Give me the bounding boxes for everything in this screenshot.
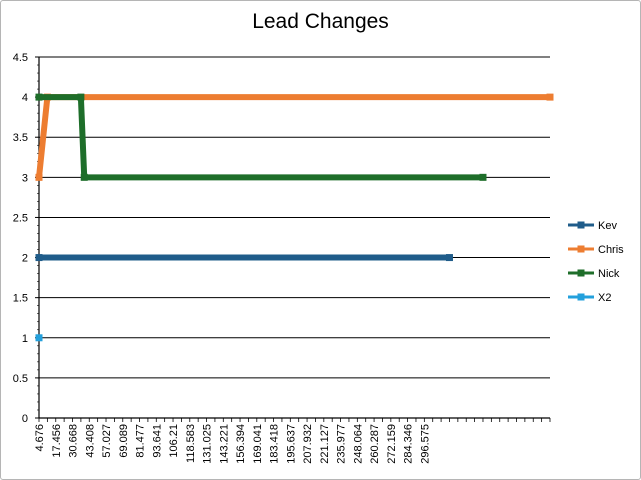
y-tick-label: 1 xyxy=(22,333,28,345)
x-tick-label: 248.064 xyxy=(352,424,364,464)
data-point-chris xyxy=(35,173,43,181)
legend: Kev Chris Nick X2 xyxy=(568,220,624,304)
y-tick-label: 3.5 xyxy=(13,132,28,144)
legend-marker-kev xyxy=(577,221,585,229)
x-tick-label: 4.676 xyxy=(34,424,46,452)
series-line-nick xyxy=(39,94,483,181)
x-tick-label: 296.575 xyxy=(419,424,431,464)
x-tick-label: 131.025 xyxy=(202,424,214,464)
x-tick-label: 272.159 xyxy=(386,424,398,464)
legend-label-chris: Chris xyxy=(598,244,624,256)
legend-label-kev: Kev xyxy=(598,220,617,232)
x-tick-label: 106.21 xyxy=(168,424,180,458)
legend-label-nick: Nick xyxy=(598,268,620,280)
y-tick-label: 0.5 xyxy=(13,373,28,385)
data-point-nick xyxy=(80,173,88,181)
data-point-kev xyxy=(35,254,43,262)
legend-marker-nick xyxy=(577,269,585,277)
data-point-nick xyxy=(35,93,43,101)
axes: 0 0.5 1 1.5 2 2.5 3 3.5 4 4.5 4.676 17.456 30.668 43.… xyxy=(13,52,551,464)
x-tick-label: 143.221 xyxy=(218,424,230,464)
x-tick-label: 69.089 xyxy=(118,424,130,458)
x-tick-label: 93.641 xyxy=(151,424,163,458)
x-tick-label: 260.287 xyxy=(369,424,381,464)
y-tick-label: 0 xyxy=(22,413,28,425)
legend-marker-chris xyxy=(577,245,585,253)
x-tick-label: 235.977 xyxy=(336,424,348,464)
x-tick-label: 17.456 xyxy=(51,424,63,458)
x-tick-label: 81.477 xyxy=(135,424,147,458)
x-tick-label: 57.027 xyxy=(101,424,113,458)
x-tick-label: 118.583 xyxy=(185,424,197,463)
legend-marker-x2 xyxy=(577,293,585,301)
y-tick-label: 3 xyxy=(22,172,28,184)
x-tick-label: 284.346 xyxy=(403,424,415,464)
y-tick-label: 4 xyxy=(22,92,28,104)
y-tick-label: 2.5 xyxy=(13,212,28,224)
x-tick-label: 195.637 xyxy=(285,424,297,464)
y-tick-label: 2 xyxy=(22,253,28,265)
x-tick-label: 30.668 xyxy=(68,424,80,458)
x-tick-label: 169.041 xyxy=(252,424,264,464)
data-point-chris xyxy=(546,93,554,101)
legend-label-x2: X2 xyxy=(598,292,611,304)
x-tick-label: 156.394 xyxy=(235,424,247,464)
x-tick-label: 207.932 xyxy=(302,424,314,464)
x-tick-label: 43.408 xyxy=(84,424,96,458)
data-point-x2 xyxy=(35,334,43,342)
x-tick-label: 221.127 xyxy=(319,424,331,464)
x-tick-label: 183.418 xyxy=(269,424,281,464)
series-lines xyxy=(35,93,554,342)
data-point-nick xyxy=(77,93,85,101)
data-point-kev xyxy=(445,254,453,262)
y-tick-label: 1.5 xyxy=(13,293,28,305)
gridlines xyxy=(39,56,550,379)
y-tick-label: 4.5 xyxy=(13,52,28,64)
data-point-nick xyxy=(479,173,487,181)
chart-title: Lead Changes xyxy=(252,10,389,33)
